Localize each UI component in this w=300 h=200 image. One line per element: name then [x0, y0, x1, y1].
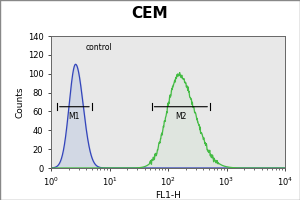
X-axis label: FL1-H: FL1-H [155, 191, 181, 200]
Text: control: control [86, 43, 113, 52]
Y-axis label: Counts: Counts [16, 86, 25, 118]
Text: M2: M2 [175, 112, 187, 121]
Text: M1: M1 [69, 112, 80, 121]
Text: CEM: CEM [132, 6, 168, 21]
